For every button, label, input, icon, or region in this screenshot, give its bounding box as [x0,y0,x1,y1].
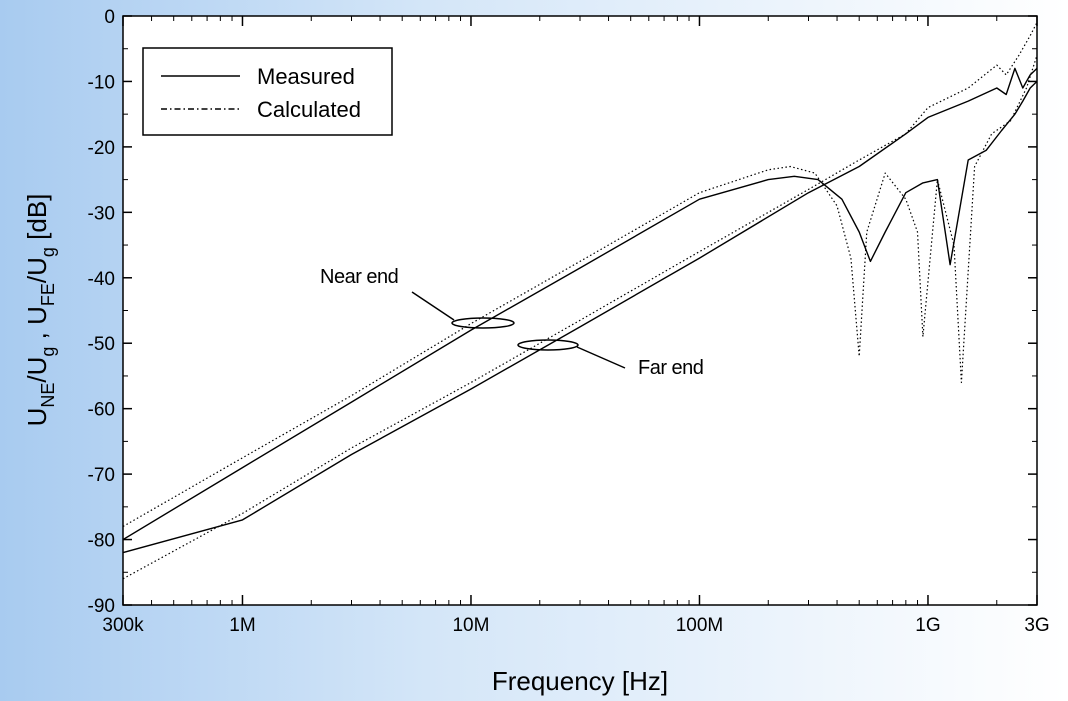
y-axis-title-unit: [dB] [22,194,52,247]
y-axis-title-u1: U [22,408,52,427]
y-tick-label: -10 [88,72,115,93]
legend-label-calculated: Calculated [257,97,361,122]
plot-frame [122,15,1038,606]
y-tick-label: -80 [88,531,115,552]
y-tick-label: -30 [88,203,115,224]
series-group [122,22,1038,580]
x-tick-label: 10M [452,615,489,636]
y-tick-label: -60 [88,400,115,421]
annotation-far-end: Far end [517,339,704,379]
y-axis-title-u3: , U [22,306,52,346]
y-axis-title-u4: /U [22,257,52,283]
y-tick-label: -90 [88,596,115,617]
series-line-far-end-calculated [122,22,1038,580]
x-axis-title: Frequency [Hz] [492,666,668,696]
legend: Measured Calculated [142,47,393,136]
far-end-leader [576,346,626,369]
x-tick-label: 300k [102,615,144,636]
near-end-label: Near end [320,266,398,288]
series-line-near-end-calculated [122,55,1038,528]
series-line-near-end-measured [122,80,1038,541]
y-axis-title-sub-ne: NE [38,383,58,408]
x-tick-label: 1G [915,615,940,636]
x-tick-label: 1M [229,615,255,636]
legend-label-measured: Measured [257,64,355,89]
y-axis-title: UNE/Ug , UFE/Ug [dB] [22,194,58,427]
y-axis-title-sub-g1: g [38,347,58,357]
y-tick-label: -20 [88,138,115,159]
far-end-label: Far end [638,357,703,379]
y-axis-title-sub-fe: FE [38,283,58,306]
y-tick-label: -70 [88,465,115,486]
y-axis-title-sub-g2: g [38,247,58,257]
y-axis-title-u2: /U [22,357,52,383]
far-end-ellipse [517,339,579,351]
y-tick-label: 0 [104,7,115,28]
annotation-near-end: Near end [320,266,515,329]
x-tick-label: 3G [1024,615,1049,636]
y-tick-label: -40 [88,269,115,290]
legend-box [142,47,393,136]
x-tick-label: 100M [676,615,724,636]
near-end-ellipse [451,317,515,329]
near-end-leader [411,291,455,321]
y-tick-label: -50 [88,334,115,355]
